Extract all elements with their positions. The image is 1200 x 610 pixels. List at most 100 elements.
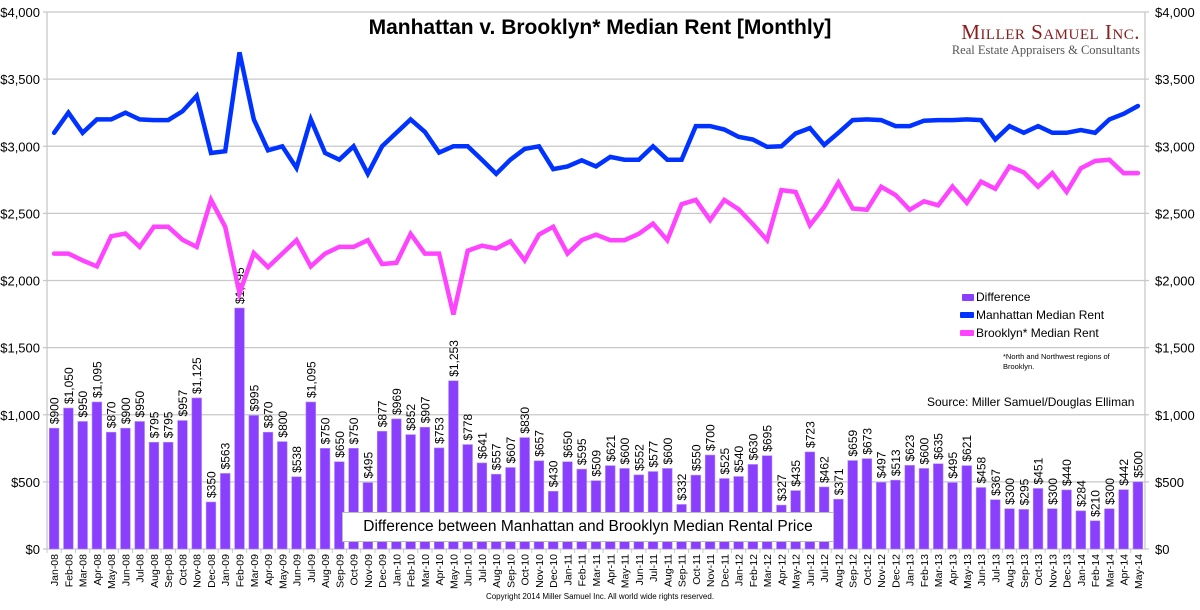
x-tick-label: Jan-09 <box>220 554 232 586</box>
y-tick-label-right: $3,500 <box>1155 72 1195 87</box>
manhattan-line <box>51 51 1141 179</box>
bar-data-label: $495 <box>361 452 375 479</box>
x-tick-label: May-12 <box>791 554 803 589</box>
x-tick-label: Feb-13 <box>919 554 931 587</box>
x-tick-label: Jul-09 <box>306 554 318 583</box>
bar <box>220 473 231 550</box>
x-axis: Jan-08 Feb-08 Mar-08 Apr-08 May-08 Jun-08 Jul-… <box>46 549 1145 589</box>
bar <box>376 430 388 550</box>
x-tick-label: Apr-10 <box>434 554 446 586</box>
bar-data-label: $600 <box>917 437 931 464</box>
bar <box>975 487 987 550</box>
x-tick-label: Mar-14 <box>1104 554 1116 587</box>
bar-data-labels: $900$1,050$950$1,095$870 $900 $950$795 $795… <box>48 267 1146 517</box>
x-tick-label: Feb-10 <box>406 554 418 587</box>
y-tick-label-left: $500 <box>11 475 40 490</box>
bar <box>291 476 302 550</box>
bar-data-label: $300 <box>1003 478 1017 505</box>
bar <box>177 420 188 550</box>
legend: Difference Manhattan Median Rent Brookly… <box>960 288 1104 342</box>
x-tick-label: Feb-08 <box>63 554 75 587</box>
x-tick-label: Oct-11 <box>691 554 703 585</box>
annotation-box: Difference between Manhattan and Brookly… <box>342 512 834 542</box>
bar-data-label: $600 <box>618 437 632 464</box>
bar-data-label: $440 <box>1060 459 1074 486</box>
bar-data-label: $695 <box>761 425 775 452</box>
rent-lines <box>51 51 1141 316</box>
x-tick-label: Dec-08 <box>206 554 218 588</box>
chart-title: Manhattan v. Brooklyn* Median Rent [Mont… <box>368 16 832 39</box>
y-tick-label-left: $4,000 <box>0 5 40 20</box>
bar-data-label: $371 <box>832 468 846 495</box>
bar <box>391 418 402 550</box>
bar <box>1004 508 1015 550</box>
bar-data-label: $969 <box>390 388 404 415</box>
bar-data-label: $540 <box>732 445 746 472</box>
x-tick-label: Mar-13 <box>933 554 945 587</box>
bar-data-label: $750 <box>347 417 361 444</box>
y-axis-left: $0 $500 $1,000 $1,500 $2,000 $2,500 $3,000 $3,5… <box>0 5 40 557</box>
x-tick-label: Jun-13 <box>976 554 988 586</box>
company-logo: Miller Samuel Inc. Real Estate Appraiser… <box>952 20 1140 58</box>
bar-data-label: $525 <box>718 447 732 474</box>
bar-data-label: $1,050 <box>62 367 76 404</box>
bar <box>761 455 773 550</box>
bar <box>205 501 217 550</box>
bar <box>405 434 416 550</box>
bar-data-label: $877 <box>376 400 390 427</box>
x-tick-label: May-09 <box>277 554 289 589</box>
bar-data-label: $295 <box>1017 478 1031 505</box>
x-tick-label: Sep-08 <box>163 554 175 588</box>
bar-data-label: $950 <box>76 390 90 417</box>
bar-data-label: $753 <box>433 417 447 444</box>
bar-data-label: $621 <box>604 435 618 462</box>
bar-data-label: $284 <box>1074 480 1088 507</box>
x-tick-label: Jan-12 <box>734 554 746 586</box>
x-tick-label: Feb-12 <box>748 554 760 587</box>
bar <box>191 397 202 550</box>
bar-data-label: $210 <box>1089 490 1103 517</box>
bar <box>1032 488 1044 550</box>
bar-data-label: $500 <box>1131 451 1145 478</box>
bar <box>262 431 274 550</box>
bar <box>234 307 245 550</box>
bar <box>990 499 1001 550</box>
bar-data-label: $778 <box>461 414 475 441</box>
x-tick-label: May-08 <box>106 554 118 589</box>
legend-item-difference: Difference <box>960 288 1104 306</box>
bar-data-label: $870 <box>105 401 119 428</box>
bar <box>918 468 930 550</box>
bar <box>462 444 473 550</box>
x-tick-label: Nov-11 <box>705 554 717 587</box>
x-tick-label: Apr-09 <box>263 554 275 586</box>
y-tick-label-left: $1,000 <box>0 408 40 423</box>
bar <box>605 465 616 550</box>
source-note: Source: Miller Samuel/Douglas Elliman <box>927 395 1135 409</box>
bar <box>106 431 117 550</box>
bar <box>248 415 259 550</box>
x-tick-label: May-11 <box>620 554 632 588</box>
bar-data-label: $497 <box>875 451 889 478</box>
bar-data-label: $462 <box>818 456 832 483</box>
y-tick-label-right: $4,000 <box>1155 5 1195 20</box>
bar <box>662 468 673 550</box>
y-tick-label-left: $0 <box>26 542 40 557</box>
bar <box>861 458 873 550</box>
bar-data-label: $621 <box>960 435 974 462</box>
bar-data-label: $451 <box>1032 457 1046 484</box>
legend-label: Manhattan Median Rent <box>976 308 1105 322</box>
x-tick-label: Dec-09 <box>377 554 389 588</box>
bar-data-label: $1,125 <box>190 357 204 394</box>
x-tick-label: Jan-10 <box>391 554 403 586</box>
legend-swatch-manhattan <box>960 312 974 318</box>
bar <box>1132 481 1144 550</box>
bar-data-label: $723 <box>803 421 817 448</box>
bar <box>933 463 944 550</box>
bar-data-label: $795 <box>162 411 176 438</box>
bar-data-label: $430 <box>547 460 561 487</box>
x-tick-label: Dec-11 <box>719 554 731 587</box>
bar-data-label: $513 <box>889 449 903 476</box>
bar-data-label: $607 <box>504 436 518 463</box>
bar <box>491 473 502 550</box>
bar-data-label: $509 <box>590 450 604 477</box>
